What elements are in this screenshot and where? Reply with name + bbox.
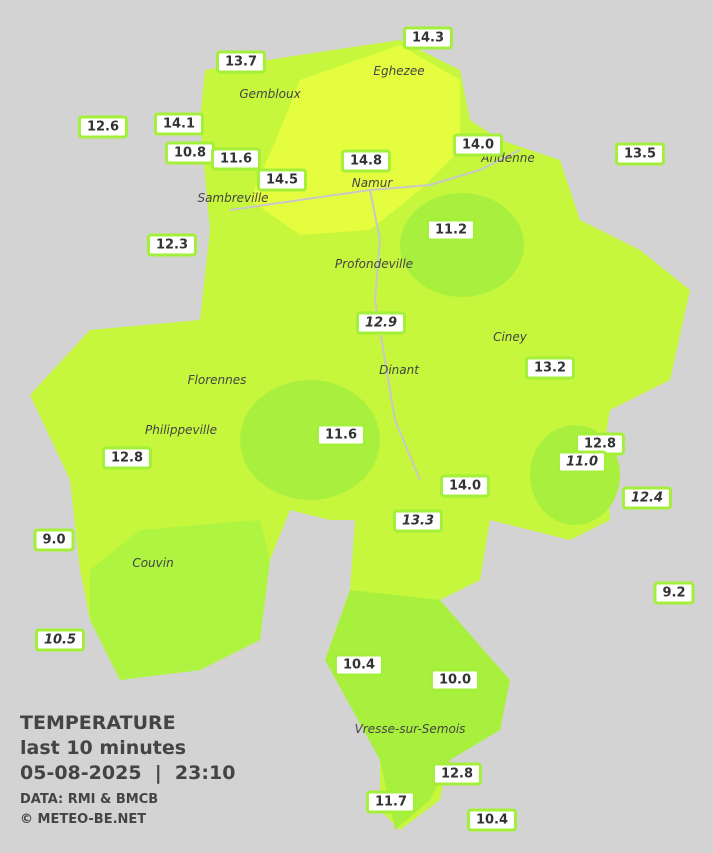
station-value: 12.8 bbox=[431, 762, 483, 786]
station-value: 12.3 bbox=[146, 233, 198, 257]
station-value: 13.7 bbox=[215, 50, 267, 74]
station-value: 10.4 bbox=[333, 653, 385, 677]
cool-zone bbox=[240, 380, 380, 500]
station-value: 9.2 bbox=[653, 581, 695, 605]
legend-datetime: 05-08-2025 | 23:10 bbox=[20, 762, 236, 784]
town-label: Couvin bbox=[132, 556, 174, 570]
station-value: 14.8 bbox=[340, 149, 392, 173]
station-value: 11.7 bbox=[365, 790, 417, 814]
town-label: Ciney bbox=[493, 330, 527, 344]
station-value: 11.2 bbox=[425, 218, 477, 242]
station-value: 11.6 bbox=[315, 423, 367, 447]
station-value: 10.5 bbox=[34, 628, 86, 652]
station-value: 12.8 bbox=[101, 446, 153, 470]
station-value: 12.9 bbox=[355, 311, 407, 335]
station-value: 14.0 bbox=[452, 133, 504, 157]
legend-period: last 10 minutes bbox=[20, 737, 187, 759]
town-label: Gembloux bbox=[239, 87, 301, 101]
station-value: 12.4 bbox=[621, 486, 673, 510]
station-value: 11.0 bbox=[556, 450, 608, 474]
station-value: 13.3 bbox=[392, 509, 444, 533]
legend-credit: © METEO-BE.NET bbox=[20, 812, 147, 827]
town-label: Vresse-sur-Semois bbox=[354, 722, 466, 736]
station-value: 14.3 bbox=[402, 26, 454, 50]
legend-title: TEMPERATURE bbox=[20, 712, 176, 734]
station-value: 14.1 bbox=[153, 112, 205, 136]
town-label: Dinant bbox=[379, 363, 419, 377]
town-label: Profondeville bbox=[334, 257, 414, 271]
station-value: 10.4 bbox=[466, 808, 518, 832]
town-label: Eghezee bbox=[373, 64, 425, 78]
legend-source: DATA: RMI & BMCB bbox=[20, 792, 159, 807]
town-label: Florennes bbox=[187, 373, 247, 387]
town-label: Philippeville bbox=[145, 423, 217, 437]
station-value: 14.0 bbox=[439, 474, 491, 498]
station-value: 11.6 bbox=[210, 147, 262, 171]
station-value: 13.2 bbox=[524, 356, 576, 380]
station-value: 13.5 bbox=[614, 142, 666, 166]
cool-zone bbox=[400, 193, 524, 297]
station-value: 9.0 bbox=[33, 528, 75, 552]
station-value: 10.8 bbox=[164, 141, 216, 165]
station-value: 10.0 bbox=[429, 668, 481, 692]
cool-zone bbox=[325, 590, 510, 830]
town-label: Namur bbox=[351, 176, 393, 190]
town-label: Sambreville bbox=[197, 191, 269, 205]
cool-zone bbox=[90, 520, 270, 680]
station-value: 12.6 bbox=[77, 115, 129, 139]
station-value: 14.5 bbox=[256, 168, 308, 192]
